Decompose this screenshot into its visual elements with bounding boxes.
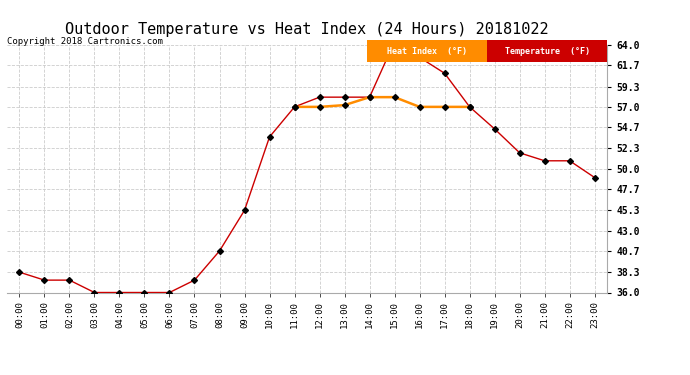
Title: Outdoor Temperature vs Heat Index (24 Hours) 20181022: Outdoor Temperature vs Heat Index (24 Ho… — [66, 22, 549, 38]
Text: Copyright 2018 Cartronics.com: Copyright 2018 Cartronics.com — [7, 38, 163, 46]
